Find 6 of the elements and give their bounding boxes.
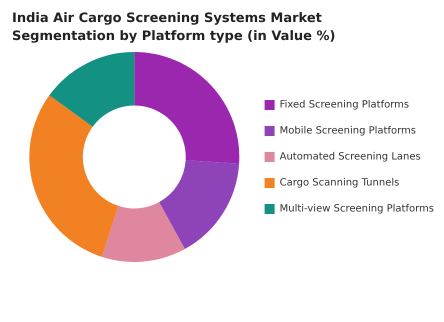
chart-title: India Air Cargo Screening Systems Market Segmentation by Platform type (in Value %) bbox=[12, 10, 336, 46]
legend-label: Multi-view Screening Platforms bbox=[280, 204, 434, 215]
legend-label: Automated Screening Lanes bbox=[280, 152, 421, 163]
legend-label: Mobile Screening Platforms bbox=[280, 126, 416, 137]
legend-label: Cargo Scanning Tunnels bbox=[280, 178, 400, 189]
legend-label: Fixed Screening Platforms bbox=[280, 100, 410, 111]
